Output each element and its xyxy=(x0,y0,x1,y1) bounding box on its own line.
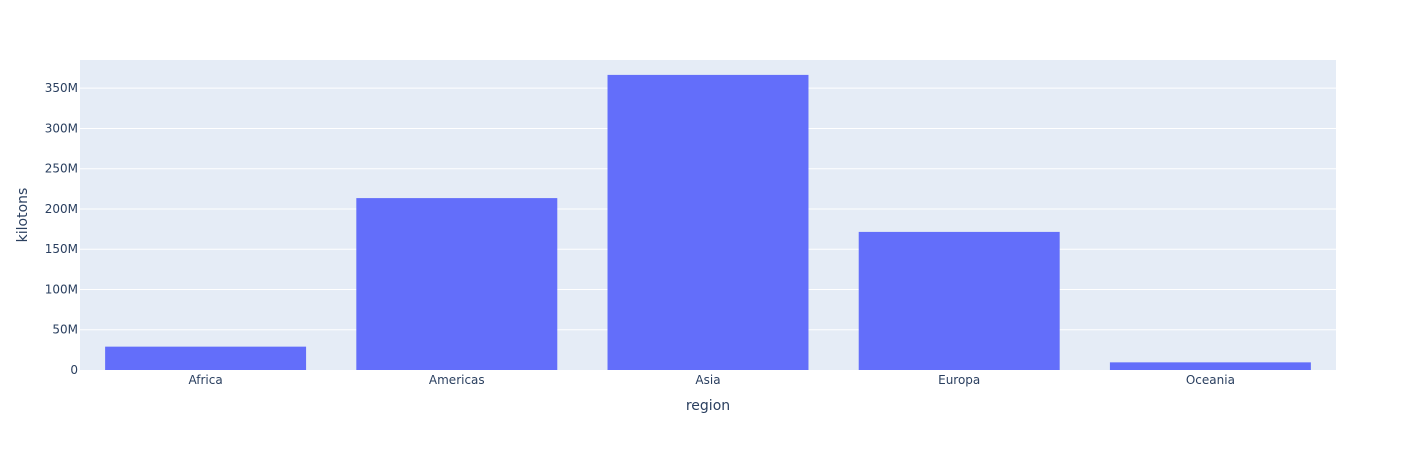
x-tick-label: Asia xyxy=(695,373,720,387)
x-axis-ticks: Africa Americas Asia Europa Oceania xyxy=(188,373,1234,387)
y-tick-label: 0 xyxy=(70,363,78,377)
y-tick-label: 150M xyxy=(45,242,78,256)
bar-oceania[interactable] xyxy=(1109,362,1311,370)
y-axis-ticks: 0 50M 100M 150M 200M 250M 300M 350M xyxy=(45,81,78,377)
y-tick-label: 300M xyxy=(45,121,78,135)
bar-americas[interactable] xyxy=(356,198,558,370)
x-tick-label: Oceania xyxy=(1186,373,1235,387)
y-tick-label: 50M xyxy=(52,323,78,337)
bar-africa[interactable] xyxy=(105,346,307,370)
x-axis-title: region xyxy=(686,398,730,414)
y-axis-title: kilotons xyxy=(15,188,31,243)
x-tick-label: Africa xyxy=(188,373,222,387)
y-tick-label: 200M xyxy=(45,202,78,216)
y-tick-label: 250M xyxy=(45,162,78,176)
bar-europa[interactable] xyxy=(858,231,1060,370)
x-tick-label: Europa xyxy=(938,373,980,387)
y-tick-label: 350M xyxy=(45,81,78,95)
y-tick-label: 100M xyxy=(45,282,78,296)
x-tick-label: Americas xyxy=(429,373,485,387)
bars xyxy=(105,74,1311,370)
bar-asia[interactable] xyxy=(607,74,809,370)
